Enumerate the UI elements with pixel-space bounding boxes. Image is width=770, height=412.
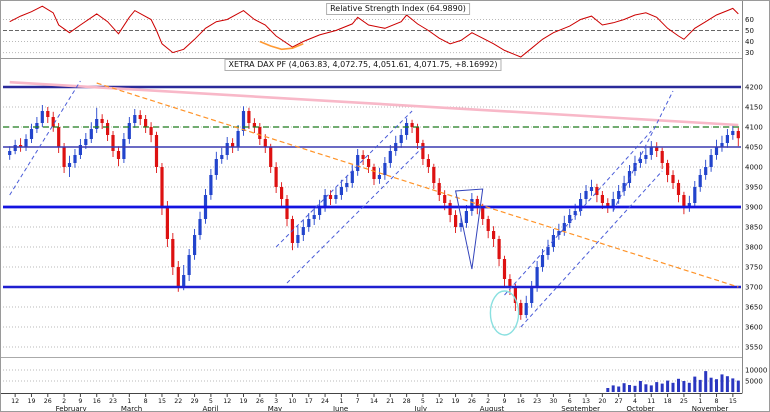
svg-text:March: March: [121, 405, 142, 412]
svg-text:12: 12: [11, 398, 19, 405]
svg-text:19: 19: [452, 398, 460, 405]
svg-text:60: 60: [745, 16, 754, 24]
svg-text:October: October: [627, 405, 655, 412]
svg-text:19: 19: [240, 398, 248, 405]
svg-text:August: August: [480, 405, 505, 412]
svg-text:12: 12: [223, 398, 231, 405]
rsi-line-series: [3, 5, 741, 58]
svg-text:16: 16: [517, 398, 525, 405]
svg-text:24: 24: [321, 398, 329, 405]
svg-text:17: 17: [305, 398, 313, 405]
volume-bars: [606, 371, 740, 392]
july-flag-triangle: [454, 188, 484, 270]
svg-text:8: 8: [144, 398, 148, 405]
svg-text:50: 50: [745, 27, 754, 35]
svg-text:26: 26: [468, 398, 476, 405]
svg-text:23: 23: [533, 398, 541, 405]
svg-text:4: 4: [633, 398, 637, 405]
svg-text:10: 10: [288, 398, 296, 405]
trendlines-and-levels: [3, 80, 741, 336]
svg-text:July: July: [413, 405, 427, 412]
svg-text:3: 3: [274, 398, 278, 405]
svg-text:4150: 4150: [745, 104, 763, 112]
svg-text:May: May: [268, 405, 282, 412]
svg-text:13: 13: [582, 398, 590, 405]
svg-text:12: 12: [435, 398, 443, 405]
svg-text:19: 19: [27, 398, 35, 405]
svg-text:30: 30: [745, 49, 754, 57]
svg-text:29: 29: [191, 398, 199, 405]
svg-text:3700: 3700: [745, 284, 763, 292]
svg-text:14: 14: [370, 398, 378, 405]
gridlines: [3, 18, 741, 382]
may-june-channel-upper: [275, 110, 413, 248]
svg-text:1: 1: [127, 398, 131, 405]
svg-text:1: 1: [339, 398, 343, 405]
svg-text:1: 1: [698, 398, 702, 405]
svg-text:3900: 3900: [745, 204, 763, 212]
svg-text:26: 26: [44, 398, 52, 405]
svg-text:June: June: [332, 405, 348, 412]
svg-text:7: 7: [356, 398, 360, 405]
svg-text:21: 21: [386, 398, 394, 405]
svg-text:9: 9: [502, 398, 506, 405]
svg-text:November: November: [692, 405, 729, 412]
svg-text:18: 18: [664, 398, 672, 405]
svg-text:5: 5: [209, 398, 213, 405]
feb-uptrend-dashed: [9, 80, 81, 196]
svg-text:3550: 3550: [745, 344, 763, 352]
svg-text:30: 30: [549, 398, 557, 405]
svg-text:2: 2: [486, 398, 490, 405]
rsi-indicator-title: Relative Strength Index (64.9890): [326, 3, 470, 15]
svg-text:4200: 4200: [745, 84, 763, 92]
svg-text:11: 11: [647, 398, 655, 405]
svg-text:3750: 3750: [745, 264, 763, 272]
svg-text:15: 15: [729, 398, 737, 405]
svg-text:40: 40: [745, 38, 754, 46]
svg-text:3950: 3950: [745, 184, 763, 192]
svg-text:26: 26: [256, 398, 264, 405]
svg-text:3850: 3850: [745, 224, 763, 232]
svg-text:15: 15: [158, 398, 166, 405]
svg-text:April: April: [202, 405, 218, 412]
svg-text:25: 25: [680, 398, 688, 405]
august-low-circle: [489, 290, 520, 336]
svg-text:3650: 3650: [745, 304, 763, 312]
aug-sep-channel-upper: [504, 130, 652, 296]
svg-text:27: 27: [615, 398, 623, 405]
price-series-title: XETRA DAX PF (4,063.83, 4,072.75, 4,051.…: [224, 59, 502, 71]
svg-text:9: 9: [78, 398, 82, 405]
svg-text:September: September: [561, 405, 600, 412]
svg-text:6: 6: [568, 398, 572, 405]
svg-text:10000: 10000: [745, 367, 767, 375]
aug-sep-channel-lower: [520, 170, 663, 328]
svg-text:3600: 3600: [745, 324, 763, 332]
svg-text:28: 28: [403, 398, 411, 405]
svg-text:8: 8: [715, 398, 719, 405]
svg-text:22: 22: [174, 398, 182, 405]
orange-downtrend-line: [96, 82, 739, 288]
svg-text:4100: 4100: [745, 124, 763, 132]
svg-text:20: 20: [598, 398, 606, 405]
svg-text:February: February: [56, 405, 87, 412]
svg-text:5: 5: [421, 398, 425, 405]
svg-text:16: 16: [93, 398, 101, 405]
svg-text:23: 23: [109, 398, 117, 405]
oct-nov-uptrend-dashed: [612, 90, 674, 212]
svg-text:4050: 4050: [745, 144, 763, 152]
svg-text:5000: 5000: [745, 378, 763, 386]
pink-resistance-line: [9, 80, 739, 127]
svg-text:3800: 3800: [745, 244, 763, 252]
svg-text:2: 2: [62, 398, 66, 405]
svg-text:4000: 4000: [745, 164, 763, 172]
